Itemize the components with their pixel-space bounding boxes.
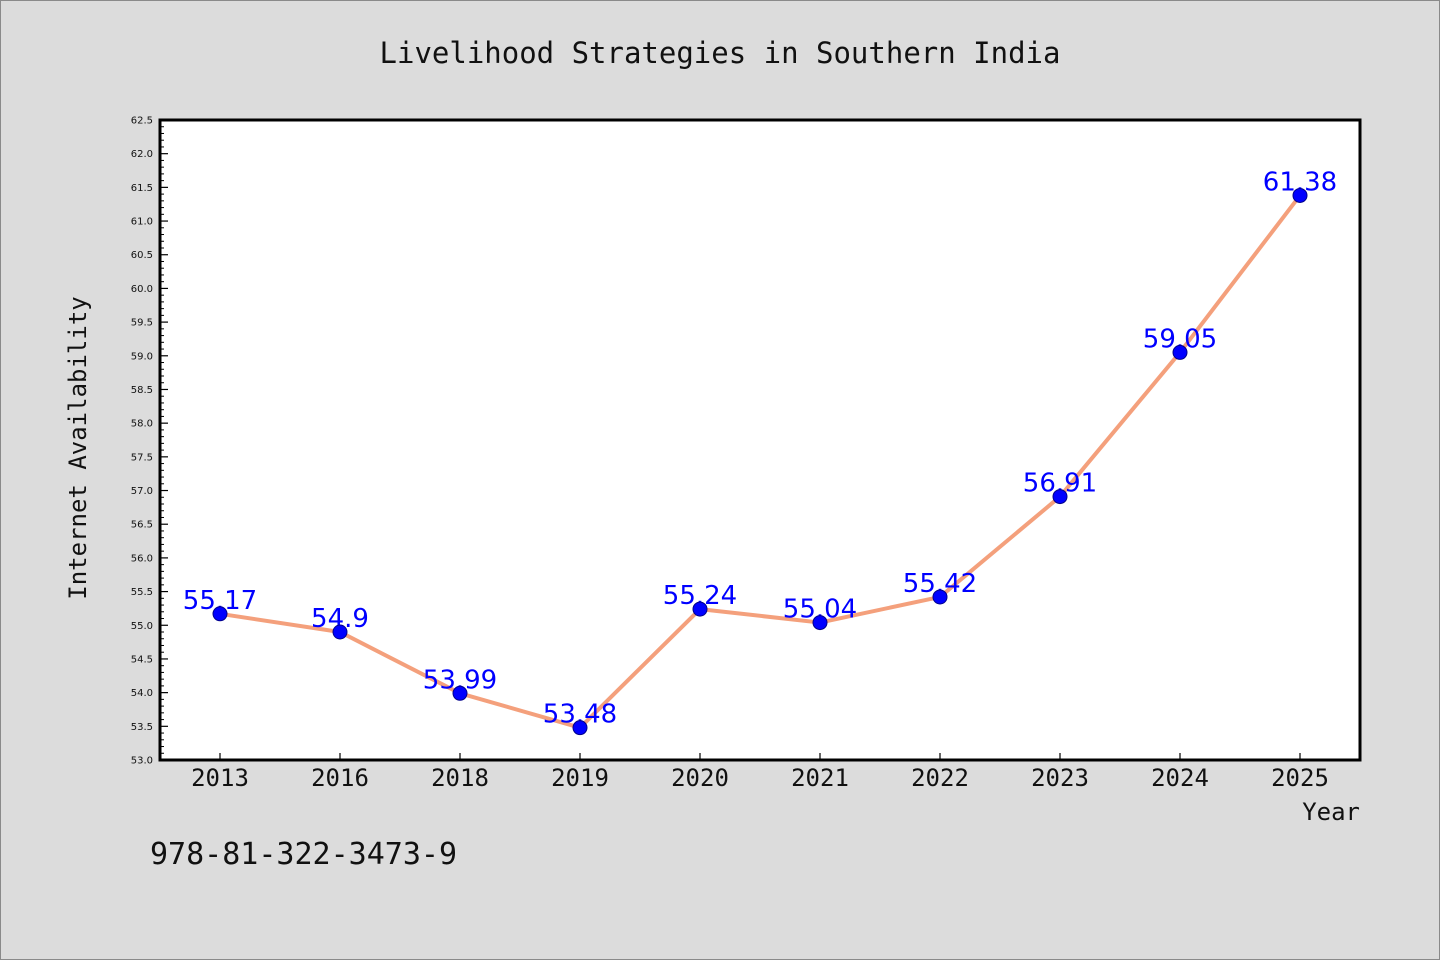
- x-axis: 2013 2016 2018 2019 2020 2021 2022 2023 2024 2025: [191, 753, 1329, 792]
- y-tick-label: 61.0: [131, 217, 153, 228]
- y-tick-label: 59.0: [131, 351, 153, 362]
- y-tick-label: 56.5: [131, 520, 153, 531]
- x-tick-label: 2016: [311, 764, 369, 792]
- x-tick-label: 2021: [791, 764, 849, 792]
- data-point: [572, 720, 588, 736]
- y-tick-label: 60.5: [131, 250, 153, 261]
- y-tick-label: 60.0: [131, 284, 153, 295]
- x-tick-label: 2013: [191, 764, 249, 792]
- series-line: [218, 193, 1302, 730]
- x-tick-label: 2020: [671, 764, 729, 792]
- y-tick-label: 57.5: [131, 452, 153, 463]
- y-tick-label: 53.0: [131, 756, 153, 767]
- y-tick-label: 61.5: [131, 183, 153, 194]
- y-tick-label: 55.5: [131, 587, 153, 598]
- data-point: [452, 685, 468, 701]
- y-tick-label: 58.0: [131, 419, 153, 430]
- y-axis: 53.0 53.5 54.0 54.5 55.0 55.5 56.0 56.5 57.0 57.5…: [131, 116, 168, 767]
- y-tick-label: 55.0: [131, 621, 153, 632]
- data-point: [1172, 344, 1188, 360]
- y-tick-label: 56.0: [131, 553, 153, 564]
- data-point: [812, 615, 828, 631]
- y-axis-title: Internet Availability: [64, 296, 92, 599]
- y-tick-label: 62.0: [131, 149, 153, 160]
- x-tick-label: 2018: [431, 764, 489, 792]
- y-tick-label: 54.0: [131, 688, 153, 699]
- data-point: [332, 624, 348, 640]
- data-point: [692, 601, 708, 617]
- y-tick-label: 59.5: [131, 318, 153, 329]
- x-tick-label: 2024: [1151, 764, 1209, 792]
- chart-title: Livelihood Strategies in Southern India: [380, 36, 1061, 70]
- data-point: [212, 606, 228, 622]
- footer-text: 978-81-322-3473-9: [150, 837, 457, 872]
- x-tick-label: 2022: [911, 764, 969, 792]
- y-tick-label: 53.5: [131, 722, 153, 733]
- y-tick-label: 57.0: [131, 486, 153, 497]
- data-point: [1292, 187, 1308, 203]
- y-tick-label: 58.5: [131, 385, 153, 396]
- data-point: [932, 589, 948, 605]
- y-tick-label: 54.5: [131, 654, 153, 665]
- x-axis-title: Year: [1302, 798, 1360, 826]
- x-tick-label: 2019: [551, 764, 609, 792]
- x-tick-label: 2025: [1271, 764, 1329, 792]
- x-tick-label: 2023: [1031, 764, 1089, 792]
- plot-area: [160, 120, 1360, 760]
- data-point: [1052, 489, 1068, 505]
- plot-frame: [158, 118, 1362, 762]
- y-tick-label: 62.5: [131, 116, 153, 127]
